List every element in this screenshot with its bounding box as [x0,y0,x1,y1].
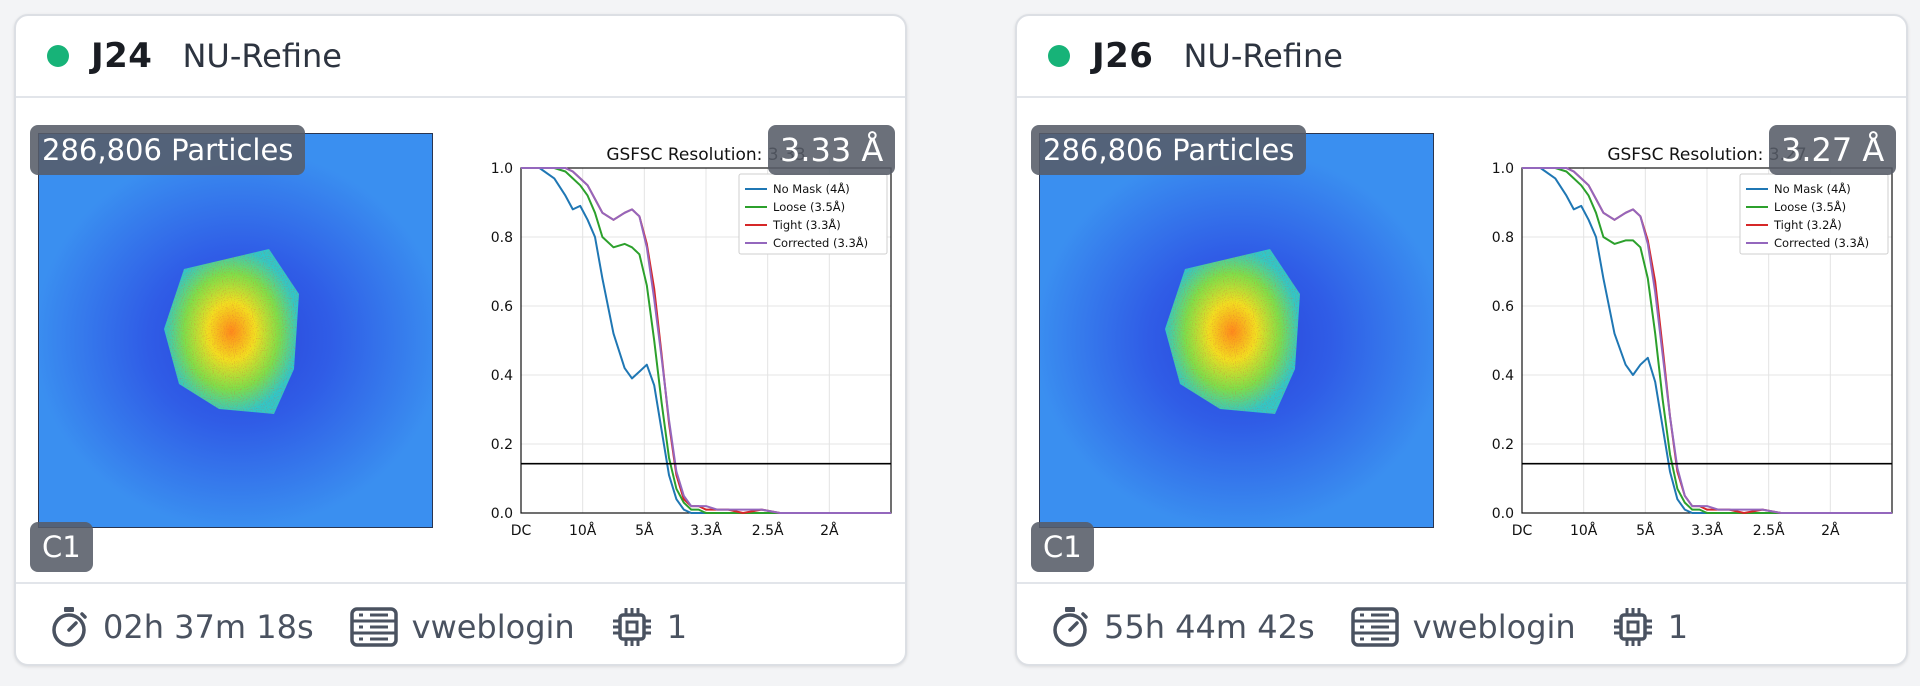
job-card-j24[interactable]: J24 NU-Refine 286,806 Particles C1 GSFSC… [14,14,907,666]
legend-label: Tight (3.3Å) [772,217,841,232]
x-tick-label: 5Å [1636,522,1655,539]
legend-label: Corrected (3.3Å) [1774,235,1869,250]
particle-count-badge: 286,806 Particles [1031,125,1307,175]
cpu-chip-icon [611,606,653,648]
x-tick-label: 10Å [569,522,597,539]
card-header: J24 NU-Refine [16,16,905,98]
server-list-icon [1350,607,1399,647]
class-average-image [38,133,433,528]
x-tick-label: 2Å [820,522,839,539]
series-line [1522,167,1892,514]
card-footer: 02h 37m 18s vweblogin 1 [16,582,905,664]
y-tick-label: 0.8 [1492,230,1514,246]
elapsed-time: 55h 44m 42s [1104,608,1315,646]
y-tick-label: 0.0 [1492,506,1514,522]
legend-label: Corrected (3.3Å) [773,235,868,250]
y-tick-label: 0.6 [491,299,513,315]
y-tick-label: 1.0 [491,161,513,177]
y-tick-label: 0.4 [491,368,513,384]
y-tick-label: 1.0 [1492,161,1514,177]
x-tick-label: 2.5Å [752,522,784,539]
y-tick-label: 0.4 [1492,368,1514,384]
user-name: vweblogin [411,608,575,646]
y-tick-label: 0.8 [491,230,513,246]
server-list-icon [349,607,398,647]
job-type: NU-Refine [182,37,342,75]
series-line [521,167,891,514]
class-average-image [1039,133,1434,528]
status-dot-icon [1048,45,1070,67]
y-tick-label: 0.2 [1492,437,1514,453]
job-id[interactable]: J26 [1092,36,1154,76]
job-card-j26[interactable]: J26 NU-Refine 286,806 Particles C1 GSFSC… [1015,14,1908,666]
gpu-count: 1 [666,608,688,646]
card-header: J26 NU-Refine [1017,16,1906,98]
legend-label: Tight (3.2Å) [1773,217,1842,232]
cpu-chip-icon [1612,606,1654,648]
legend-label: Loose (3.5Å) [1774,199,1846,214]
y-tick-label: 0.2 [491,437,513,453]
stopwatch-icon [1050,606,1090,648]
x-tick-label: 3.3Å [690,522,722,539]
elapsed-time: 02h 37m 18s [103,608,314,646]
x-tick-label: 2Å [1821,522,1840,539]
symmetry-badge: C1 [30,522,93,572]
symmetry-badge: C1 [1031,522,1094,572]
stopwatch-icon [49,606,89,648]
particle-count-badge: 286,806 Particles [30,125,306,175]
card-body: 286,806 Particles C1 GSFSC Resolution: 3… [16,98,905,582]
x-tick-label: 3.3Å [1691,522,1723,539]
card-footer: 55h 44m 42s vweblogin 1 [1017,582,1906,664]
x-tick-label: 2.5Å [1753,522,1785,539]
x-tick-label: DC [1512,523,1533,539]
job-type: NU-Refine [1183,37,1343,75]
card-body: 286,806 Particles C1 GSFSC Resolution: 3… [1017,98,1906,582]
legend-label: No Mask (4Å) [773,181,850,196]
y-tick-label: 0.0 [491,506,513,522]
status-dot-icon [47,45,69,67]
x-tick-label: 5Å [635,522,654,539]
gpu-count: 1 [1667,608,1689,646]
job-id[interactable]: J24 [91,36,153,76]
legend-label: No Mask (4Å) [1774,181,1851,196]
resolution-badge: 3.27 Å [1769,125,1897,175]
y-tick-label: 0.6 [1492,299,1514,315]
resolution-badge: 3.33 Å [768,125,896,175]
legend-label: Loose (3.5Å) [773,199,845,214]
chart-title: GSFSC Resolution: 3.33 [606,145,805,165]
fsc-chart: GSFSC Resolution: 3.27 0.0 0.2 0.4 0.6 0.8 1.0… [1492,145,1893,539]
x-tick-label: DC [511,523,532,539]
fsc-chart: GSFSC Resolution: 3.33 0.0 0.2 0.4 0.6 0.8 1.0… [491,145,892,539]
user-name: vweblogin [1412,608,1576,646]
chart-title: GSFSC Resolution: 3.27 [1607,145,1806,165]
x-tick-label: 10Å [1570,522,1598,539]
